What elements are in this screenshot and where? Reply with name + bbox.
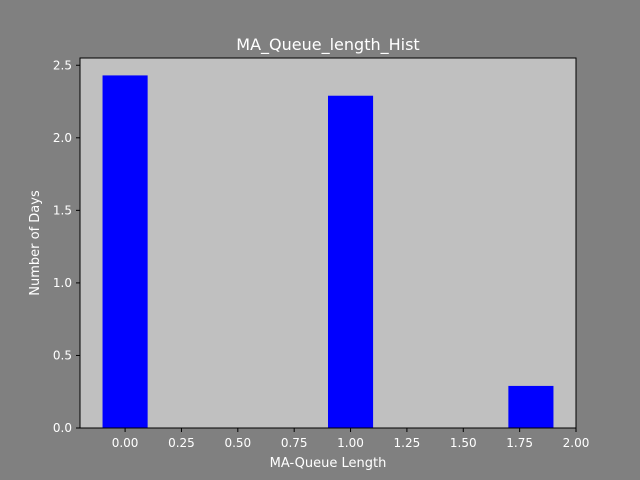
bar-1 [328,95,374,428]
y-axis-label: Number of Days [28,190,43,296]
x-tick-label-7: 1.75 [506,436,533,450]
bar-2 [508,385,554,428]
bar-0 [102,75,148,428]
y-tick-label-4: 2.0 [53,131,72,145]
x-tick-label-5: 1.25 [394,436,421,450]
y-axis-ticks: 0.0 0.5 1.0 1.5 2.0 2.5 [53,58,80,435]
x-tick-label-8: 2.00 [563,436,590,450]
x-tick-label-3: 0.75 [281,436,308,450]
x-axis-label: MA-Queue Length [270,456,387,471]
y-tick-label-1: 0.5 [53,348,72,362]
y-tick-label-5: 2.5 [53,58,72,72]
y-tick-label-0: 0.0 [53,421,72,435]
bars-group [102,75,554,428]
y-tick-label-2: 1.0 [53,276,72,290]
chart-title: MA_Queue_length_Hist [236,35,419,55]
plot-frame [79,57,577,429]
x-axis-ticks: 0.00 0.25 0.50 0.75 1.00 1.25 1.50 1.75 2.00 [112,428,590,450]
y-tick-label-3: 1.5 [53,203,72,217]
x-tick-label-6: 1.50 [450,436,477,450]
x-tick-label-2: 0.50 [224,436,251,450]
x-tick-label-1: 0.25 [168,436,195,450]
x-tick-label-0: 0.00 [112,436,139,450]
x-tick-label-4: 1.00 [337,436,364,450]
